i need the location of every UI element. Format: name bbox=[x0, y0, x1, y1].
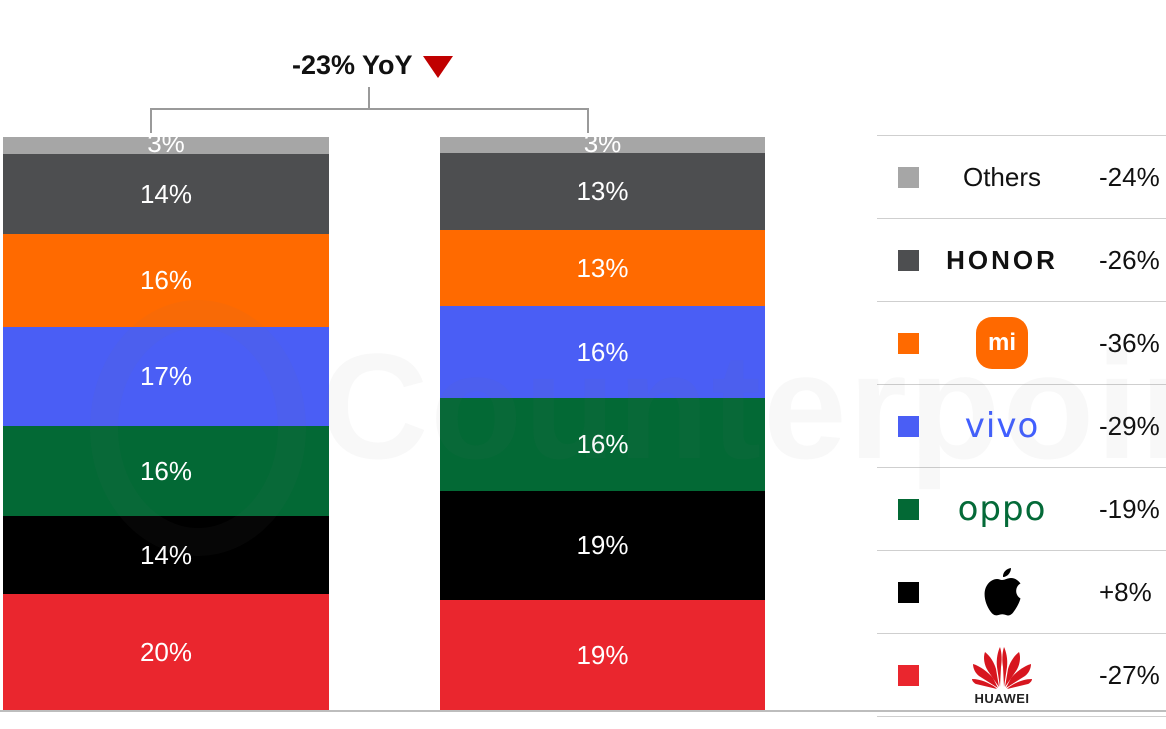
bar2-segment-honor: 13% bbox=[440, 153, 765, 230]
down-triangle-icon bbox=[422, 55, 453, 78]
bar2-segment-oppo: 16% bbox=[440, 398, 765, 491]
legend-swatch-vivo bbox=[898, 415, 919, 437]
bar1-segment-huawei: 20% bbox=[3, 594, 329, 710]
x-axis-baseline bbox=[0, 710, 1166, 712]
legend-row-honor: HONOR -26% bbox=[877, 218, 1166, 301]
legend-row-vivo: vivo -29% bbox=[877, 384, 1166, 467]
legend-change-others: -24% bbox=[1099, 161, 1160, 192]
bar2-segment-vivo: 16% bbox=[440, 306, 765, 398]
apple-logo-icon bbox=[932, 564, 1072, 620]
bar2-segment-xiaomi: 13% bbox=[440, 230, 765, 306]
bar1-segment-honor: 14% bbox=[3, 154, 329, 234]
yoy-label: -23% YoY bbox=[292, 50, 413, 80]
bar1-segment-oppo: 16% bbox=[3, 426, 329, 516]
legend-swatch-xiaomi bbox=[898, 332, 919, 354]
legend-swatch-apple bbox=[898, 581, 919, 603]
legend-swatch-honor bbox=[898, 249, 919, 271]
bar1-segment-others: 3% bbox=[3, 128, 329, 158]
bracket-center-tick bbox=[368, 87, 370, 109]
legend-row-oppo: oppo -19% bbox=[877, 467, 1166, 550]
stacked-bar-1: 3% 14% 16% 17% 16% 14% 20% bbox=[3, 128, 329, 710]
legend: Others -24% HONOR -26% mi -36% vivo -29%… bbox=[877, 135, 1166, 717]
legend-change-xiaomi: -36% bbox=[1099, 327, 1160, 358]
bracket-left-tick bbox=[150, 108, 152, 133]
oppo-logo-icon: oppo bbox=[957, 489, 1047, 529]
legend-brand-others: Others bbox=[962, 161, 1042, 192]
legend-change-apple: +8% bbox=[1099, 576, 1152, 607]
legend-change-honor: -26% bbox=[1099, 244, 1160, 275]
vivo-logo-icon: vivo bbox=[964, 406, 1040, 446]
huawei-logo-icon: HUAWEI bbox=[971, 645, 1033, 706]
bar1-segment-vivo: 17% bbox=[3, 327, 329, 426]
legend-row-huawei: HUAWEI -27% bbox=[877, 633, 1166, 717]
legend-swatch-huawei bbox=[898, 664, 919, 686]
legend-change-vivo: -29% bbox=[1099, 410, 1160, 441]
legend-row-apple: +8% bbox=[877, 550, 1166, 633]
legend-change-huawei: -27% bbox=[1099, 659, 1160, 690]
honor-logo-icon: HONOR bbox=[946, 244, 1058, 275]
bar2-segment-apple: 19% bbox=[440, 491, 765, 600]
bar2-segment-others: 3% bbox=[440, 128, 765, 158]
bar2-segment-huawei: 19% bbox=[440, 600, 765, 710]
legend-change-oppo: -19% bbox=[1099, 493, 1160, 524]
bracket-horizontal bbox=[150, 108, 589, 110]
legend-swatch-others bbox=[898, 166, 919, 188]
xiaomi-logo-icon: mi bbox=[976, 317, 1028, 369]
legend-row-others: Others -24% bbox=[877, 135, 1166, 218]
bar1-segment-apple: 14% bbox=[3, 516, 329, 594]
bracket-right-tick bbox=[587, 108, 589, 133]
stacked-bar-2: 3% 13% 13% 16% 16% 19% 19% bbox=[440, 128, 765, 710]
legend-row-xiaomi: mi -36% bbox=[877, 301, 1166, 384]
bar1-segment-xiaomi: 16% bbox=[3, 234, 329, 327]
legend-swatch-oppo bbox=[898, 498, 919, 520]
yoy-annotation: -23% YoY bbox=[292, 50, 453, 81]
